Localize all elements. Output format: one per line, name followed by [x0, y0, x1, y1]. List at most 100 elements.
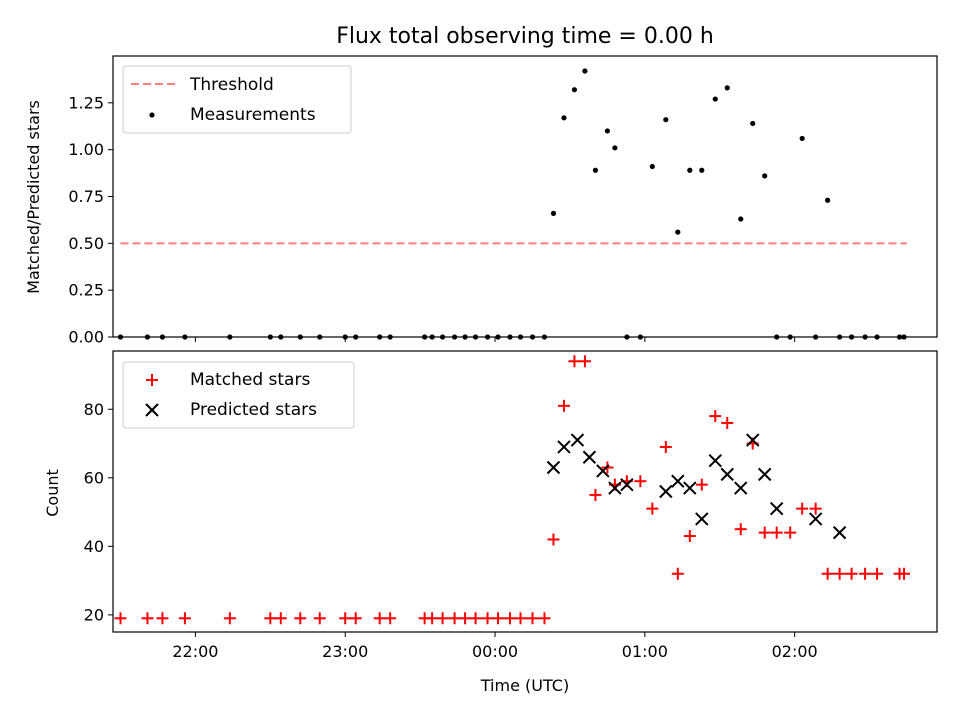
measurement-point — [561, 115, 567, 121]
matched-stars-point — [448, 612, 461, 625]
matched-stars-point — [683, 530, 696, 543]
predicted-stars-point-b — [620, 477, 634, 492]
measurement-point — [675, 229, 681, 235]
predicted-stars-point-b — [832, 525, 847, 540]
measurement-point — [699, 167, 705, 173]
bottom-legend-box — [122, 361, 355, 429]
matched-stars-point — [469, 612, 482, 625]
matched-stars-point — [557, 399, 570, 412]
bottom-y-tick-label: 60 — [84, 468, 104, 487]
matched-stars-point — [721, 416, 734, 429]
matched-stars-point — [589, 488, 602, 501]
measurements-legend-label: Measurements — [190, 105, 316, 125]
x-tick-label: 01:00 — [622, 642, 668, 661]
matched-stars-point — [436, 612, 449, 625]
top-y-tick-label: 1.25 — [68, 93, 104, 112]
matched-stars-point — [821, 567, 834, 580]
bottom-y-tick-label: 20 — [84, 605, 104, 624]
x-tick-label: 23:00 — [322, 642, 368, 661]
matched-legend-marker — [146, 374, 158, 386]
predicted-stars-point — [608, 481, 622, 495]
chart-title: Flux total observing time = 0.00 h — [336, 24, 714, 49]
predicted-stars-point — [671, 474, 685, 488]
matched-stars-point — [313, 612, 326, 625]
matched-stars-point — [526, 612, 539, 625]
predicted-stars-point-b — [720, 467, 734, 482]
bottom-y-axis-label: Count — [43, 469, 62, 517]
top-y-axis-label: Matched/Predicted stars — [24, 100, 43, 294]
predicted-stars-point — [582, 450, 597, 464]
predicted-stars-point — [758, 467, 772, 482]
matched-stars-point — [459, 612, 472, 625]
matched-stars-point — [709, 410, 722, 423]
matched-stars-point — [770, 526, 783, 539]
measurement-point — [582, 68, 588, 74]
predicted-legend-marker — [145, 403, 159, 417]
matched-stars-point — [734, 523, 747, 536]
predicted-stars-point — [596, 464, 610, 478]
predicted-stars-point — [708, 453, 722, 468]
measurement-point — [550, 210, 557, 216]
matched-stars-point — [373, 612, 386, 625]
matched-stars-point — [384, 612, 397, 625]
matched-stars-point — [784, 526, 797, 539]
matched-stars-point — [695, 478, 708, 491]
matched-stars-point — [426, 612, 439, 625]
predicted-stars-point-b — [570, 433, 585, 447]
top-legend: Threshold Measurements — [122, 65, 352, 134]
x-tick-label: 22:00 — [172, 642, 218, 661]
matched-stars-point — [809, 502, 822, 515]
matched-stars-point — [634, 475, 647, 488]
bottom-axes-frame — [112, 350, 938, 633]
matched-stars-point — [178, 612, 191, 625]
predicted-stars-point — [659, 484, 673, 499]
matched-stars-point — [339, 612, 352, 625]
matched-stars-point — [514, 612, 527, 625]
matched-stars-point — [568, 355, 581, 368]
predicted-stars-point-b — [671, 474, 685, 488]
measurement-point — [825, 197, 831, 203]
matched-stars-point — [859, 567, 872, 580]
matched-stars-point — [294, 612, 307, 625]
predicted-stars-point — [734, 481, 748, 495]
predicted-stars-point — [720, 467, 734, 482]
matched-stars-point — [796, 502, 809, 515]
measurement-point — [687, 167, 693, 173]
predicted-stars-point — [746, 433, 760, 447]
measurement-point — [799, 135, 805, 142]
matched-stars-point — [114, 612, 127, 625]
matched-stars-point — [504, 612, 517, 625]
matched-stars-point — [492, 612, 505, 625]
measurement-point — [649, 163, 655, 170]
predicted-stars-point-b — [596, 464, 610, 478]
predicted-stars-point-b — [557, 440, 571, 454]
bottom-y-tick-label: 80 — [84, 400, 104, 419]
predicted-stars-point-b — [746, 433, 760, 447]
predicted-stars-point — [557, 440, 571, 454]
measurement-point — [571, 87, 578, 93]
matched-stars-point — [845, 567, 858, 580]
x-axis-label: Time (UTC) — [480, 676, 569, 695]
predicted-stars-point — [832, 525, 847, 540]
predicted-stars-point — [546, 460, 561, 475]
matched-stars-point — [671, 567, 684, 580]
top-y-tick-label: 0.00 — [68, 328, 104, 347]
predicted-stars-point-b — [659, 484, 673, 499]
measurement-point — [663, 117, 669, 123]
predicted-stars-point — [620, 477, 634, 492]
predicted-stars-point-b — [708, 453, 722, 468]
predicted-stars-point — [683, 481, 697, 495]
predicted-stars-point-b — [758, 467, 772, 482]
predicted-stars-point-b — [769, 501, 784, 516]
matched-stars-point — [659, 440, 672, 453]
matched-stars-point — [223, 612, 236, 625]
matched-stars-point — [758, 526, 771, 539]
predicted-legend-label: Predicted stars — [190, 400, 317, 420]
predicted-stars-point-b — [734, 481, 748, 495]
measurements-legend-marker — [149, 112, 155, 118]
bottom-legend: Matched stars Predicted stars — [122, 361, 355, 429]
matched-stars-point — [547, 533, 560, 546]
matched-stars-point — [264, 612, 277, 625]
bottom-plot-area: 20 40 60 80 22:00 23:00 00:00 01:00 02:00 — [84, 355, 911, 661]
x-tick-label: 00:00 — [472, 642, 518, 661]
